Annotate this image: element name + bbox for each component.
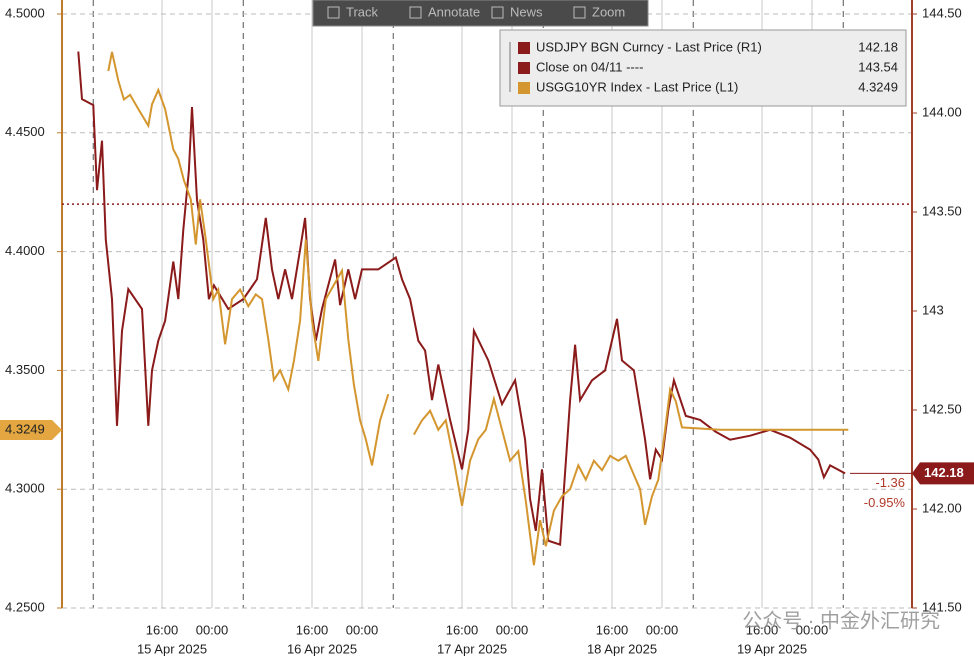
y-tick-label: 4.3000 (5, 481, 45, 496)
annotation: -0.95% (864, 495, 906, 510)
x-tick-label: 00:00 (796, 622, 829, 637)
x-date-label: 17 Apr 2025 (437, 641, 507, 656)
y2-tick-label: 143 (922, 302, 944, 317)
y-tick-label: 4.4500 (5, 124, 45, 139)
last-price-tag-label: 142.18 (924, 465, 964, 480)
toolbar-button[interactable]: Annotate (428, 4, 480, 19)
y-tick-label: 4.2500 (5, 599, 45, 614)
annotation: -1.36 (875, 475, 905, 490)
legend-value: 143.54 (858, 59, 898, 74)
toolbar-button[interactable]: News (510, 4, 543, 19)
x-tick-label: 00:00 (196, 622, 229, 637)
y2-tick-label: 144.50 (922, 5, 962, 20)
last-price-tag-label: 4.3249 (5, 421, 45, 436)
y2-tick-label: 141.50 (922, 599, 962, 614)
x-date-label: 16 Apr 2025 (287, 641, 357, 656)
x-tick-label: 16:00 (746, 622, 779, 637)
toolbar-button[interactable]: Track (346, 4, 379, 19)
legend-label: Close on 04/11 ---- (536, 59, 643, 74)
last-price-tag (0, 420, 62, 441)
legend-label: USGG10YR Index - Last Price (L1) (536, 79, 738, 94)
toolbar-icon[interactable] (573, 6, 586, 19)
y2-tick-label: 142.50 (922, 401, 962, 416)
toolbar (312, 0, 649, 27)
toolbar-icon[interactable] (409, 6, 422, 19)
legend-swatch (518, 62, 530, 74)
y-tick-label: 4.4000 (5, 243, 45, 258)
x-date-label: 15 Apr 2025 (137, 641, 207, 656)
legend-value: 142.18 (858, 39, 898, 54)
toolbar-icon[interactable] (491, 6, 504, 19)
line-series (107, 51, 849, 566)
y-tick-label: 4.3500 (5, 362, 45, 377)
x-tick-label: 00:00 (646, 622, 679, 637)
legend (499, 29, 907, 107)
legend-label: USDJPY BGN Curncy - Last Price (R1) (536, 39, 762, 54)
x-tick-label: 16:00 (296, 622, 329, 637)
x-date-label: 18 Apr 2025 (587, 641, 657, 656)
x-tick-label: 00:00 (346, 622, 379, 637)
x-tick-label: 16:00 (146, 622, 179, 637)
legend-value: 4.3249 (858, 79, 898, 94)
x-tick-label: 00:00 (496, 622, 529, 637)
y-tick-label: 4.5000 (5, 5, 45, 20)
legend-swatch (518, 42, 530, 54)
toolbar-button[interactable]: Zoom (592, 4, 625, 19)
y2-tick-label: 142.00 (922, 500, 962, 515)
y2-tick-label: 143.50 (922, 203, 962, 218)
watermark: 公众号 · 中金外汇研究 (742, 609, 940, 632)
y2-tick-label: 144.00 (922, 104, 962, 119)
x-date-label: 19 Apr 2025 (737, 641, 807, 656)
x-tick-label: 16:00 (446, 622, 479, 637)
line-series (77, 51, 846, 546)
legend-swatch (518, 82, 530, 94)
toolbar-icon[interactable] (327, 6, 340, 19)
x-tick-label: 16:00 (596, 622, 629, 637)
last-price-tag (912, 462, 974, 485)
